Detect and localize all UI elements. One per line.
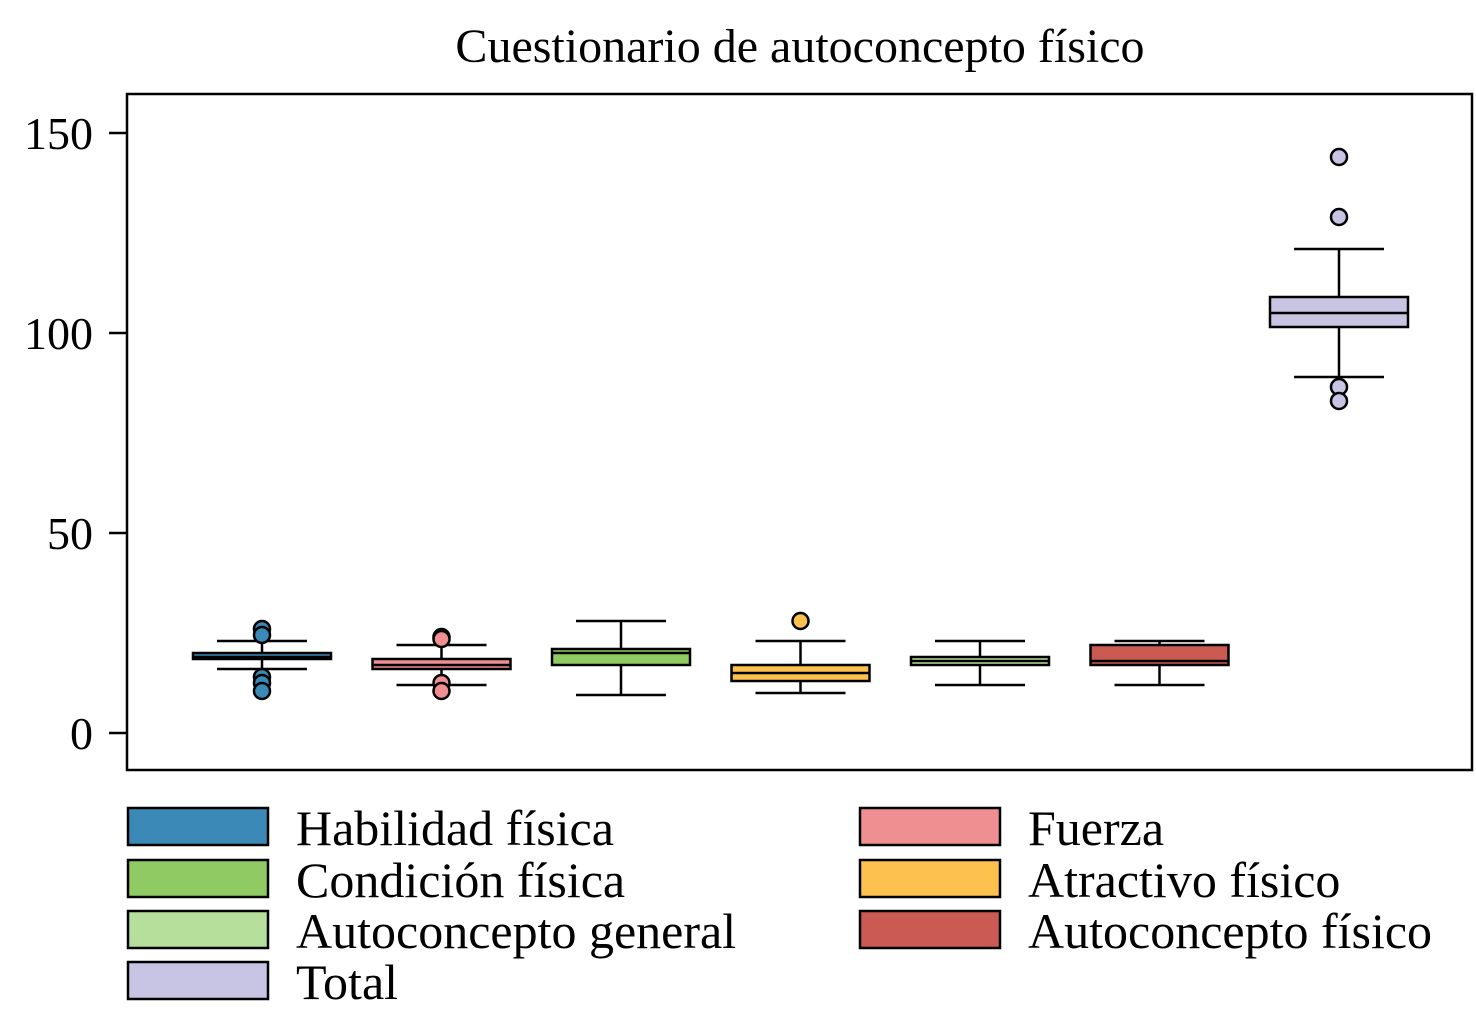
legend-label: Autoconcepto general [296, 903, 736, 959]
legend-label: Total [296, 954, 398, 1010]
box-6 [1268, 147, 1410, 411]
legend-label: Fuerza [1028, 800, 1164, 856]
legend-label: Atractivo físico [1028, 852, 1340, 908]
legend-swatch [858, 909, 1002, 950]
y-tick-label: 0 [70, 708, 93, 759]
outlier-point [791, 611, 810, 631]
box-3 [730, 611, 871, 695]
box-2 [550, 619, 692, 697]
legend-item-6: Total [126, 954, 398, 1010]
legend: Habilidad física Fuerza Condición física At… [126, 800, 1432, 1010]
legend-label: Autoconcepto físico [1028, 903, 1432, 959]
outlier-point [1329, 147, 1349, 167]
outlier-point [1329, 207, 1349, 227]
legend-label: Habilidad física [296, 800, 614, 856]
plot-frame [125, 92, 1474, 772]
legend-item-1: Fuerza [858, 800, 1164, 856]
legend-swatch [126, 858, 270, 899]
legend-label: Condición física [296, 852, 625, 908]
outlier-point [1329, 391, 1349, 411]
outlier-point [432, 629, 451, 649]
legend-swatch [126, 960, 270, 1001]
box-iqr [550, 647, 692, 667]
legend-item-5: Autoconcepto físico [858, 903, 1432, 959]
legend-swatch [126, 806, 270, 847]
box-5 [1089, 639, 1230, 687]
box-0 [191, 619, 333, 701]
legend-swatch [858, 858, 1002, 899]
plot-area: 0 50 100 150 [24, 92, 1474, 772]
box-1 [371, 627, 512, 701]
chart-title: Cuestionario de autoconcepto físico [455, 20, 1144, 73]
legend-item-0: Habilidad física [126, 800, 614, 856]
y-tick-label: 50 [47, 508, 93, 559]
box-4 [909, 639, 1051, 687]
legend-swatch [126, 909, 270, 950]
legend-item-4: Autoconcepto general [126, 903, 736, 959]
y-tick-label: 100 [24, 308, 93, 359]
outlier-point [432, 681, 451, 701]
outlier-point [252, 625, 272, 645]
y-tick-label: 150 [24, 108, 93, 159]
legend-item-3: Atractivo físico [858, 852, 1340, 908]
outlier-point [252, 681, 272, 701]
legend-swatch [858, 806, 1002, 847]
legend-item-2: Condición física [126, 852, 625, 908]
